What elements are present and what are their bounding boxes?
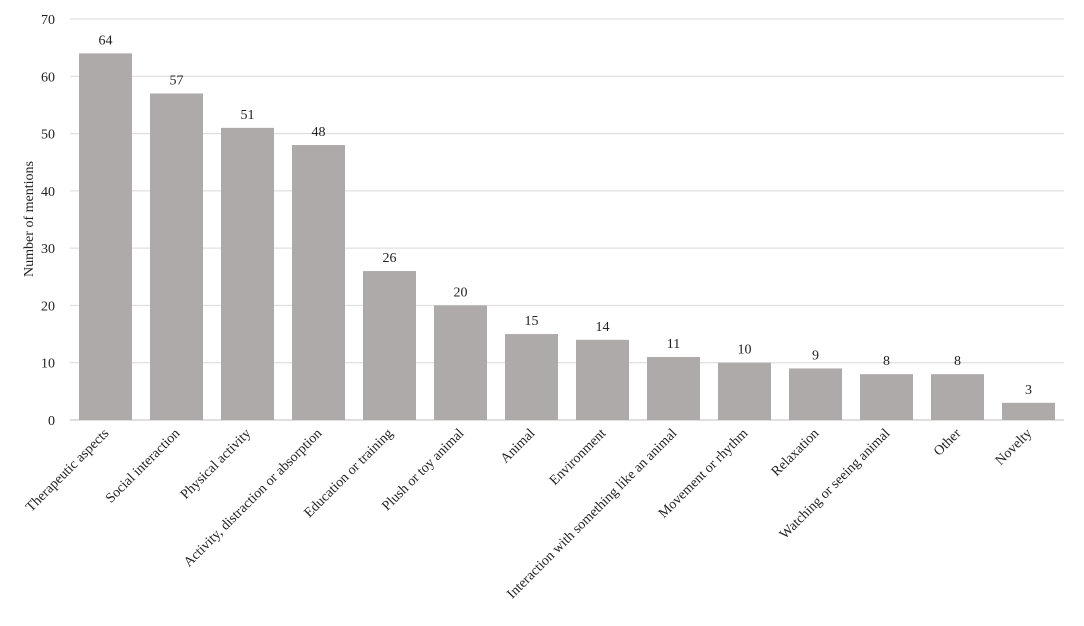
data-labels: 64 57 51 48 26 20 15 14 11 10 9 8 8 3 xyxy=(99,33,1033,397)
data-label: 8 xyxy=(954,354,961,369)
x-category-label: Relaxation xyxy=(769,426,822,479)
data-label: 20 xyxy=(454,285,468,300)
y-tick-label: 60 xyxy=(41,70,55,85)
bar xyxy=(789,368,842,420)
data-label: 9 xyxy=(812,348,819,363)
data-label: 26 xyxy=(383,251,397,266)
bar xyxy=(647,356,700,420)
bar xyxy=(434,305,487,420)
data-label: 64 xyxy=(99,33,113,48)
gridlines xyxy=(70,18,1064,421)
bar xyxy=(1002,402,1055,420)
data-label: 3 xyxy=(1025,383,1032,398)
data-label: 48 xyxy=(312,125,326,140)
x-category-label: Animal xyxy=(498,426,538,466)
data-label: 14 xyxy=(596,320,610,335)
y-tick-label: 20 xyxy=(41,299,55,314)
x-category-label: Social interaction xyxy=(103,426,183,506)
bar xyxy=(221,127,274,420)
x-category-label: Novelty xyxy=(993,426,1036,469)
data-label: 8 xyxy=(883,354,890,369)
y-axis-title: Number of mentions xyxy=(22,161,37,277)
y-tick-label: 70 xyxy=(41,13,55,28)
data-label: 10 xyxy=(738,343,752,358)
data-label: 57 xyxy=(170,73,184,88)
x-category-label: Activity, distraction or absorption xyxy=(181,426,325,570)
x-category-label: Physical activity xyxy=(178,426,254,502)
bar xyxy=(79,53,132,420)
bar xyxy=(718,362,771,420)
bar xyxy=(505,334,558,420)
data-label: 51 xyxy=(241,108,255,123)
y-tick-label: 0 xyxy=(48,414,55,429)
y-tick-label: 30 xyxy=(41,242,55,257)
bar xyxy=(860,374,913,420)
y-tick-label: 10 xyxy=(41,357,55,372)
bar xyxy=(363,271,416,420)
bar xyxy=(931,374,984,420)
data-label: 15 xyxy=(525,314,539,329)
x-category-label: Other xyxy=(931,426,964,459)
bar xyxy=(292,145,345,420)
bar xyxy=(150,93,203,420)
bars xyxy=(79,53,1055,420)
y-axis-ticks: 0 10 20 30 40 50 60 70 xyxy=(41,13,55,429)
data-label: 11 xyxy=(667,337,680,352)
y-tick-label: 40 xyxy=(41,185,55,200)
x-category-label: Therapeutic aspects xyxy=(23,426,112,515)
bar xyxy=(576,339,629,420)
x-category-label: Environment xyxy=(547,426,609,488)
y-tick-label: 50 xyxy=(41,128,55,143)
